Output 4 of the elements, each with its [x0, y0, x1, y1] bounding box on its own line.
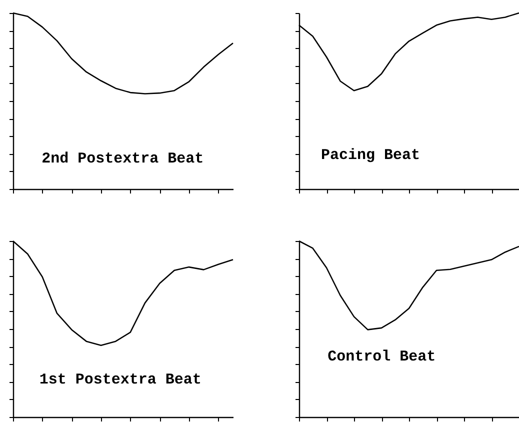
annotation: 2nd Postextra Beat	[42, 150, 204, 168]
annotation: Control Beat	[328, 348, 436, 366]
annotation: Pacing Beat	[321, 146, 420, 164]
annotation: 1st Postextra Beat	[39, 371, 202, 388]
